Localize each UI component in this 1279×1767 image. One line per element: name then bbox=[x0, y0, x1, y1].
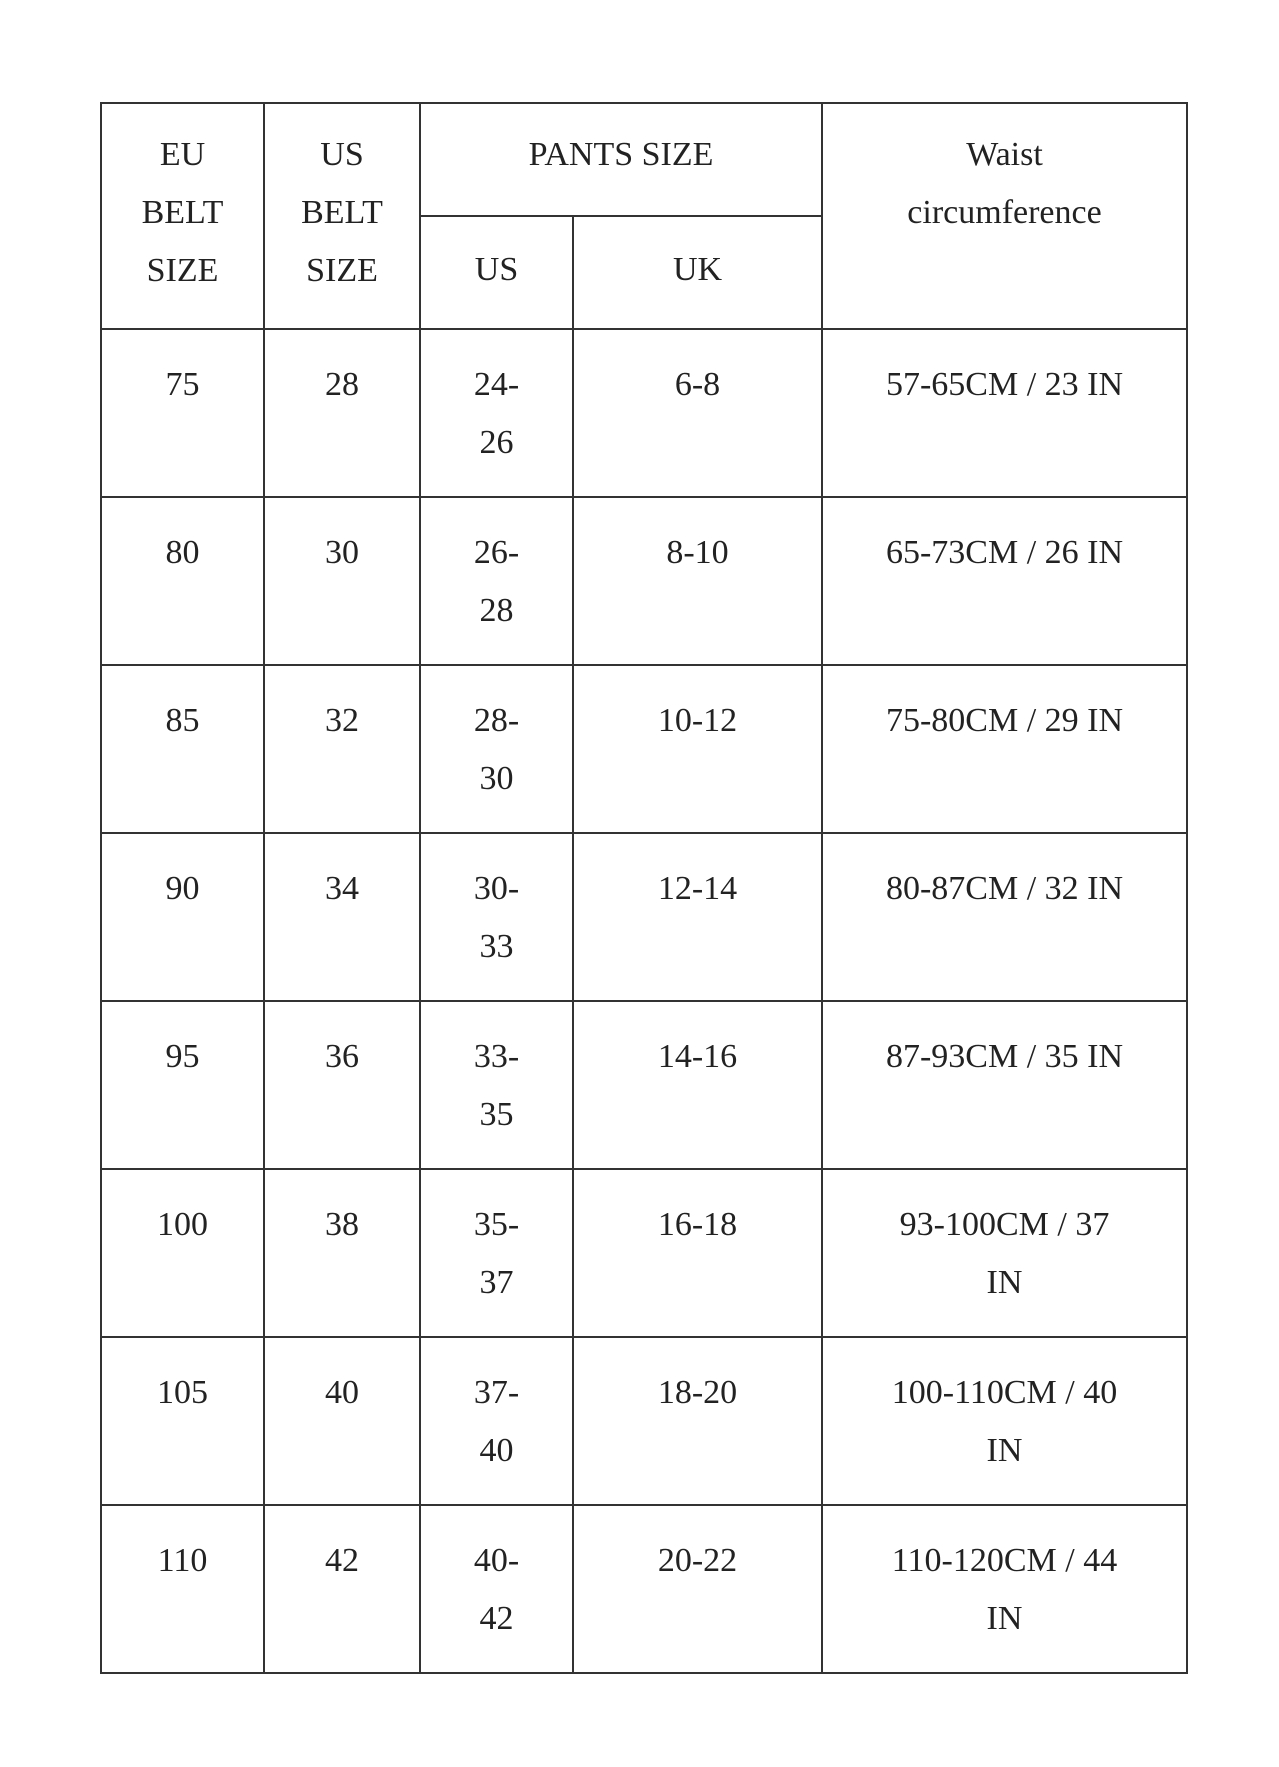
header-line: SIZE bbox=[146, 252, 219, 289]
header-line: circumference bbox=[907, 194, 1102, 231]
us-belt-size-cell: 40 bbox=[263, 1336, 421, 1506]
waist-cell: 110-120CM / 44 IN bbox=[821, 1504, 1188, 1674]
cell-line: 110-120CM / 44 bbox=[891, 1542, 1118, 1579]
pants-uk-cell: 12-14 bbox=[572, 832, 823, 1002]
us-belt-size-cell: 30 bbox=[263, 496, 421, 666]
cell-line: 30- bbox=[473, 870, 520, 907]
header-pants-size: PANTS SIZE bbox=[419, 102, 823, 217]
waist-cell: 87-93CM / 35 IN bbox=[821, 1000, 1188, 1170]
header-line: EU bbox=[159, 136, 206, 173]
cell-line: 35- bbox=[473, 1206, 520, 1243]
header-us-belt-size: US BELT SIZE bbox=[263, 102, 421, 330]
cell-line: 28 bbox=[479, 592, 514, 629]
header-eu-belt-size: EU BELT SIZE bbox=[100, 102, 265, 330]
cell-line: 26- bbox=[473, 534, 520, 571]
waist-cell: 65-73CM / 26 IN bbox=[821, 496, 1188, 666]
cell-line: 87-93CM / 35 IN bbox=[885, 1038, 1124, 1075]
cell-line: 33- bbox=[473, 1038, 520, 1075]
cell-line: 80-87CM / 32 IN bbox=[885, 870, 1124, 907]
table-row: 95 36 33- 35 14-16 87-93CM / 35 IN bbox=[100, 1000, 1188, 1170]
header-pants-uk: UK bbox=[572, 215, 823, 330]
header-line: SIZE bbox=[306, 252, 378, 289]
cell-line: 30 bbox=[479, 760, 514, 797]
size-chart-table: EU BELT SIZE US BELT SIZE PANTS SIZE Wai… bbox=[100, 102, 1188, 1674]
pants-us-cell: 40- 42 bbox=[419, 1504, 574, 1674]
eu-belt-size-cell: 100 bbox=[100, 1168, 265, 1338]
cell-line: 33 bbox=[479, 928, 514, 965]
cell-line: 65-73CM / 26 IN bbox=[885, 534, 1124, 571]
pants-us-cell: 37- 40 bbox=[419, 1336, 574, 1506]
header-waist-circumference: Waist circumference bbox=[821, 102, 1188, 330]
pants-us-cell: 26- 28 bbox=[419, 496, 574, 666]
pants-uk-cell: 14-16 bbox=[572, 1000, 823, 1170]
cell-line: IN bbox=[986, 1264, 1023, 1301]
eu-belt-size-cell: 110 bbox=[100, 1504, 265, 1674]
cell-line: 26 bbox=[479, 424, 514, 461]
cell-line: 100-110CM / 40 bbox=[891, 1374, 1118, 1411]
cell-line: 24- bbox=[473, 366, 520, 403]
cell-line: 93-100CM / 37 bbox=[899, 1206, 1110, 1243]
cell-line: 28- bbox=[473, 702, 520, 739]
us-belt-size-cell: 28 bbox=[263, 328, 421, 498]
us-belt-size-cell: 38 bbox=[263, 1168, 421, 1338]
cell-line: IN bbox=[986, 1432, 1023, 1469]
header-line: BELT bbox=[301, 194, 383, 231]
pants-uk-cell: 8-10 bbox=[572, 496, 823, 666]
waist-cell: 80-87CM / 32 IN bbox=[821, 832, 1188, 1002]
eu-belt-size-cell: 105 bbox=[100, 1336, 265, 1506]
table-row: 90 34 30- 33 12-14 80-87CM / 32 IN bbox=[100, 832, 1188, 1002]
header-line: Waist bbox=[966, 136, 1043, 173]
header-row: EU BELT SIZE US BELT SIZE PANTS SIZE Wai… bbox=[100, 102, 1188, 330]
pants-uk-cell: 16-18 bbox=[572, 1168, 823, 1338]
cell-line: 40 bbox=[479, 1432, 514, 1469]
table-row: 85 32 28- 30 10-12 75-80CM / 29 IN bbox=[100, 664, 1188, 834]
table-row: 80 30 26- 28 8-10 65-73CM / 26 IN bbox=[100, 496, 1188, 666]
pants-us-cell: 24- 26 bbox=[419, 328, 574, 498]
us-belt-size-cell: 34 bbox=[263, 832, 421, 1002]
pants-us-cell: 28- 30 bbox=[419, 664, 574, 834]
pants-uk-cell: 18-20 bbox=[572, 1336, 823, 1506]
table-row: 110 42 40- 42 20-22 110-120CM / 44 IN bbox=[100, 1504, 1188, 1674]
us-belt-size-cell: 32 bbox=[263, 664, 421, 834]
waist-cell: 100-110CM / 40 IN bbox=[821, 1336, 1188, 1506]
subheader-row: US UK bbox=[101, 215, 1187, 330]
us-belt-size-cell: 42 bbox=[263, 1504, 421, 1674]
pants-us-cell: 35- 37 bbox=[419, 1168, 574, 1338]
table-row: 75 28 24- 26 6-8 57-65CM / 23 IN bbox=[100, 328, 1188, 498]
cell-line: 57-65CM / 23 IN bbox=[885, 366, 1124, 403]
pants-us-cell: 33- 35 bbox=[419, 1000, 574, 1170]
header-pants-us: US bbox=[419, 215, 574, 330]
cell-line: 42 bbox=[479, 1600, 514, 1637]
waist-cell: 93-100CM / 37 IN bbox=[821, 1168, 1188, 1338]
table-row: 105 40 37- 40 18-20 100-110CM / 40 IN bbox=[100, 1336, 1188, 1506]
cell-line: 40- bbox=[473, 1542, 520, 1579]
eu-belt-size-cell: 80 bbox=[100, 496, 265, 666]
cell-line: 35 bbox=[479, 1096, 514, 1133]
pants-uk-cell: 20-22 bbox=[572, 1504, 823, 1674]
cell-line: 37 bbox=[479, 1264, 514, 1301]
pants-uk-cell: 10-12 bbox=[572, 664, 823, 834]
table-row: 100 38 35- 37 16-18 93-100CM / 37 IN bbox=[100, 1168, 1188, 1338]
header-line: BELT bbox=[141, 194, 224, 231]
cell-line: IN bbox=[986, 1600, 1023, 1637]
us-belt-size-cell: 36 bbox=[263, 1000, 421, 1170]
eu-belt-size-cell: 85 bbox=[100, 664, 265, 834]
eu-belt-size-cell: 90 bbox=[100, 832, 265, 1002]
eu-belt-size-cell: 95 bbox=[100, 1000, 265, 1170]
cell-line: 75-80CM / 29 IN bbox=[885, 702, 1124, 739]
header-line: US bbox=[320, 136, 364, 173]
pants-us-cell: 30- 33 bbox=[419, 832, 574, 1002]
waist-cell: 57-65CM / 23 IN bbox=[821, 328, 1188, 498]
waist-cell: 75-80CM / 29 IN bbox=[821, 664, 1188, 834]
eu-belt-size-cell: 75 bbox=[100, 328, 265, 498]
cell-line: 37- bbox=[473, 1374, 520, 1411]
pants-uk-cell: 6-8 bbox=[572, 328, 823, 498]
